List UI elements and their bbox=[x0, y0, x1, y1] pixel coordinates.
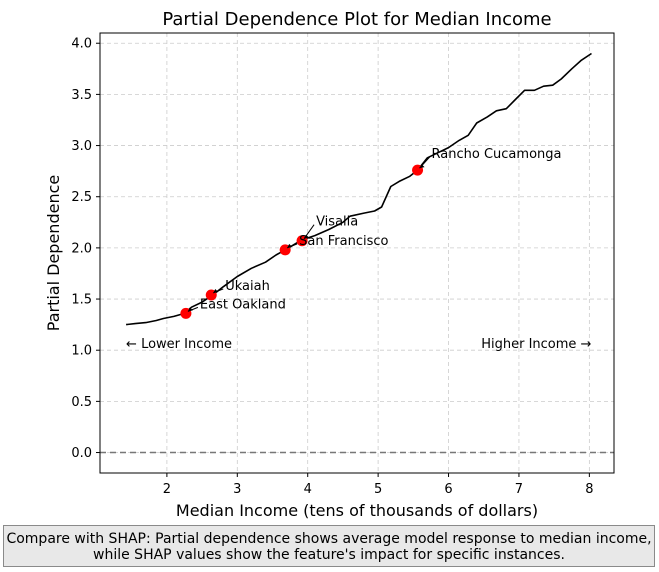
y-tick-label: 1.5 bbox=[71, 293, 92, 308]
y-tick-label: 3.0 bbox=[71, 139, 92, 154]
y-tick-label: 4.0 bbox=[71, 37, 92, 52]
x-tick-label: 7 bbox=[515, 482, 523, 497]
plot-frame bbox=[99, 32, 615, 474]
y-tick-label: 1.0 bbox=[71, 344, 92, 359]
grid-lines bbox=[100, 33, 614, 473]
comparison-note: Compare with SHAP: Partial dependence sh… bbox=[3, 525, 655, 567]
highlight-labels: Rancho Cucamonga Visalia San Francisco Ukai… bbox=[187, 147, 562, 312]
annotation-arrowhead bbox=[419, 164, 425, 169]
x-tick-label: 3 bbox=[233, 482, 241, 497]
partial-dependence-line bbox=[126, 52, 592, 326]
highlight-label: Visalia bbox=[316, 215, 358, 230]
x-tick-label: 4 bbox=[304, 482, 312, 497]
y-tick-label: 0.0 bbox=[71, 446, 92, 461]
higher-income-annotation: Higher Income → bbox=[481, 337, 591, 352]
highlight-label: East Oakland bbox=[200, 297, 286, 312]
line-layer bbox=[126, 52, 592, 326]
chart-title: Partial Dependence Plot for Median Incom… bbox=[162, 9, 551, 30]
y-tick-label: 2.5 bbox=[71, 190, 92, 205]
axis-ticks: 2 3 4 5 6 7 8 0.0 0.5 1.0 1.5 2.0 2.5 3.0 3.5 4.0 bbox=[71, 37, 593, 497]
x-tick-label: 6 bbox=[444, 482, 452, 497]
annotations: ← Lower Income Higher Income → bbox=[126, 337, 592, 352]
annotation-arrowhead bbox=[213, 288, 219, 293]
y-tick-label: 2.0 bbox=[71, 241, 92, 256]
annotation-arrowhead bbox=[304, 234, 310, 239]
y-tick-label: 3.5 bbox=[71, 88, 92, 103]
annotation-arrowhead bbox=[187, 307, 193, 312]
lower-income-annotation: ← Lower Income bbox=[126, 337, 232, 352]
x-axis-label: Median Income (tens of thousands of doll… bbox=[176, 501, 538, 520]
y-axis-label: Partial Dependence bbox=[44, 175, 63, 331]
annotation-arrowhead bbox=[287, 243, 293, 248]
x-tick-label: 8 bbox=[585, 482, 593, 497]
highlight-label: Rancho Cucamonga bbox=[432, 147, 562, 162]
highlight-label: Ukaiah bbox=[225, 279, 270, 294]
partial-dependence-chart: Partial Dependence Plot for Median Incom… bbox=[44, 9, 615, 520]
highlight-label: San Francisco bbox=[299, 234, 388, 249]
comparison-note-text: Compare with SHAP: Partial dependence sh… bbox=[6, 531, 652, 563]
x-tick-label: 2 bbox=[163, 482, 171, 497]
x-tick-label: 5 bbox=[374, 482, 382, 497]
y-tick-label: 0.5 bbox=[71, 395, 92, 410]
